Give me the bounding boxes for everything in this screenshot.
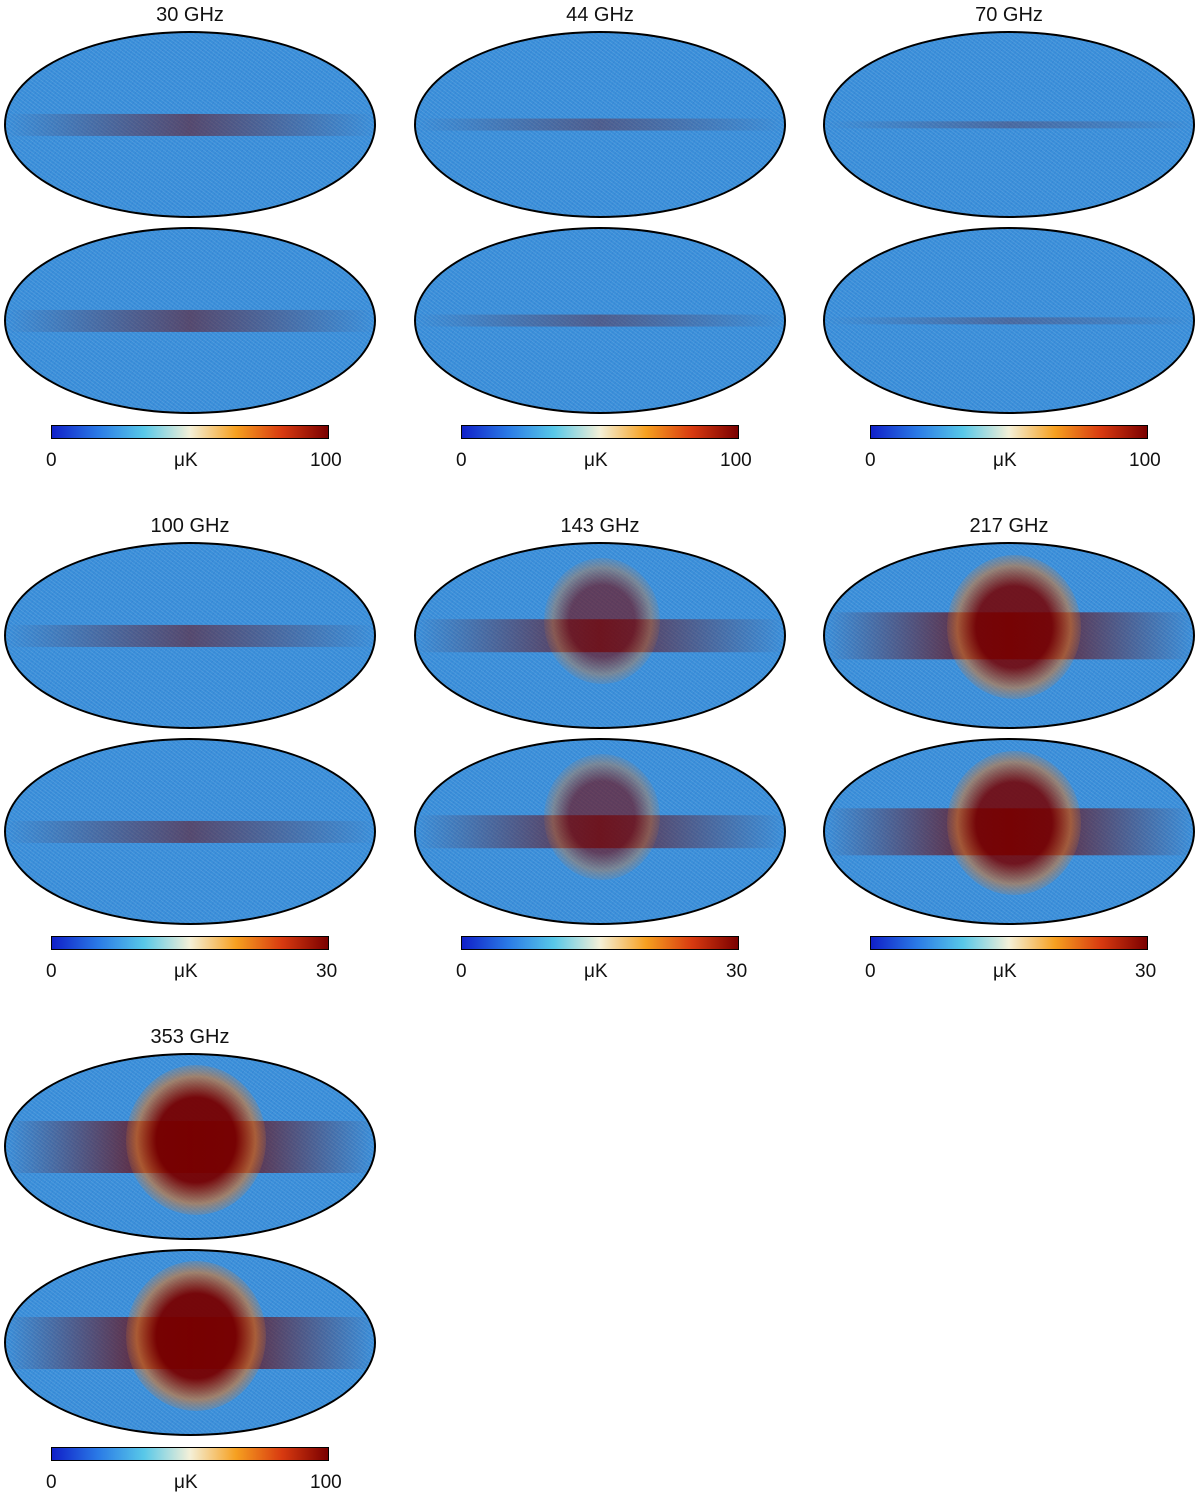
sky-map-top: [414, 31, 786, 218]
panel-title: 30 GHz: [156, 4, 224, 26]
colorbar-min-label: 0: [456, 961, 467, 982]
galactic-plane: [6, 309, 374, 332]
sky-map-top: [823, 542, 1195, 729]
sky-map-top: [823, 31, 1195, 218]
galactic-plane: [416, 118, 784, 131]
sky-map-bottom: [4, 1249, 376, 1436]
galactic-plane: [825, 120, 1193, 129]
sky-map-bottom: [823, 227, 1195, 414]
sky-map-bottom: [823, 738, 1195, 925]
galactic-plane: [416, 314, 784, 327]
colorbar-max-label: 30: [1135, 961, 1157, 982]
colorbar: [461, 425, 739, 439]
colorbar-max-label: 30: [316, 961, 338, 982]
colorbar-min-label: 0: [865, 450, 876, 471]
dust-cloud: [126, 1261, 266, 1411]
colorbar-max-label: 100: [310, 450, 342, 471]
colorbar: [51, 425, 329, 439]
sky-map-top: [4, 31, 376, 218]
sky-map-bottom: [4, 227, 376, 414]
colorbar-unit-label: μK: [993, 961, 1017, 982]
sky-map-top: [4, 542, 376, 729]
galactic-plane: [6, 820, 374, 843]
sky-map-top: [414, 542, 786, 729]
colorbar-max-label: 100: [1129, 450, 1161, 471]
galactic-plane: [6, 624, 374, 647]
colorbar-unit-label: μK: [174, 961, 198, 982]
colorbar: [870, 936, 1148, 950]
colorbar: [51, 936, 329, 950]
panel-title: 70 GHz: [975, 4, 1043, 26]
colorbar-unit-label: μK: [993, 450, 1017, 471]
dust-cloud: [947, 555, 1081, 699]
colorbar-unit-label: μK: [584, 961, 608, 982]
colorbar-unit-label: μK: [174, 450, 198, 471]
panel-title: 143 GHz: [560, 515, 640, 537]
dust-cloud: [126, 1065, 266, 1215]
panel-title: 217 GHz: [969, 515, 1049, 537]
panel-title: 44 GHz: [566, 4, 634, 26]
galactic-plane: [825, 316, 1193, 325]
sky-map-bottom: [414, 227, 786, 414]
sky-map-top: [4, 1053, 376, 1240]
sky-map-bottom: [4, 738, 376, 925]
colorbar-max-label: 30: [726, 961, 748, 982]
colorbar-unit-label: μK: [174, 1472, 198, 1493]
colorbar-max-label: 100: [310, 1472, 342, 1493]
galactic-plane: [6, 113, 374, 136]
colorbar-min-label: 0: [865, 961, 876, 982]
dust-cloud: [544, 754, 660, 880]
panel-title: 353 GHz: [150, 1026, 230, 1048]
colorbar-min-label: 0: [46, 1472, 57, 1493]
sky-map-bottom: [414, 738, 786, 925]
dust-cloud: [947, 751, 1081, 895]
dust-cloud: [544, 558, 660, 684]
colorbar: [461, 936, 739, 950]
colorbar-min-label: 0: [46, 450, 57, 471]
colorbar-unit-label: μK: [584, 450, 608, 471]
colorbar: [870, 425, 1148, 439]
panel-title: 100 GHz: [150, 515, 230, 537]
colorbar-max-label: 100: [720, 450, 752, 471]
colorbar: [51, 1447, 329, 1461]
colorbar-min-label: 0: [456, 450, 467, 471]
colorbar-min-label: 0: [46, 961, 57, 982]
